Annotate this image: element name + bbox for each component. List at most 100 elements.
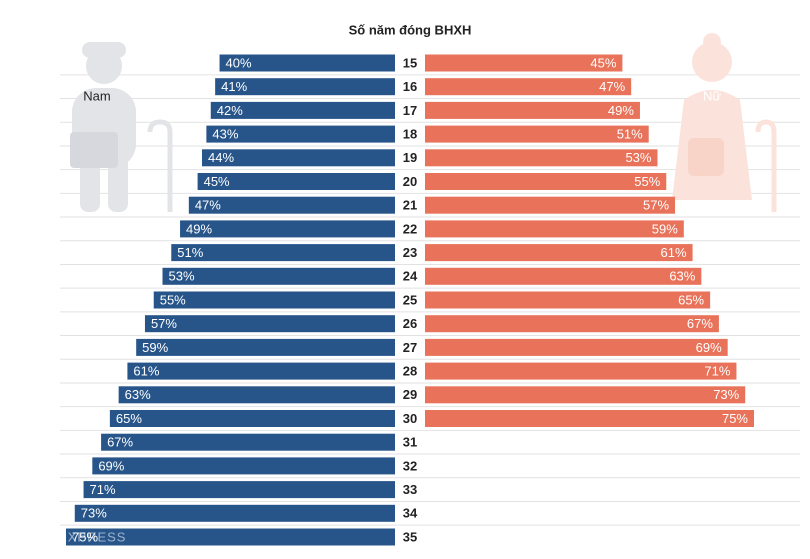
row-lines: [60, 74, 800, 526]
bar: [425, 386, 746, 404]
value-label: 53%: [625, 150, 651, 165]
legend-female: Nữ: [703, 88, 721, 103]
value-label: 59%: [142, 340, 168, 355]
bar: [425, 125, 649, 143]
value-label: 55%: [160, 292, 186, 307]
value-label: 44%: [208, 150, 234, 165]
female-icon: [672, 33, 777, 212]
value-label: 63%: [125, 387, 151, 402]
category-label: 31: [403, 435, 417, 450]
value-label: 45%: [590, 55, 616, 70]
bar: [425, 196, 676, 214]
bar: [425, 244, 693, 262]
bar: [162, 267, 395, 285]
legend-male: Nam: [83, 88, 110, 103]
category-label: 27: [403, 340, 417, 355]
category-label: 33: [403, 482, 417, 497]
bar: [136, 338, 396, 356]
value-label: 61%: [661, 245, 687, 260]
bar: [109, 410, 395, 427]
value-label: 40%: [226, 55, 252, 70]
category-label: 34: [403, 506, 418, 521]
value-label: 57%: [151, 316, 177, 331]
bar: [425, 101, 640, 119]
bar: [425, 54, 623, 72]
category-label: 21: [403, 198, 417, 213]
value-label: 61%: [133, 364, 159, 379]
value-label: 49%: [608, 103, 634, 118]
bar: [206, 125, 395, 143]
value-label: 59%: [652, 221, 678, 236]
value-label: 42%: [217, 103, 243, 118]
bar: [180, 220, 395, 238]
bar: [188, 196, 395, 214]
value-label: 63%: [669, 269, 695, 284]
category-label: 25: [403, 292, 417, 307]
bar: [425, 267, 702, 285]
value-label: 47%: [599, 79, 625, 94]
value-label: 67%: [687, 316, 713, 331]
value-label: 47%: [195, 198, 221, 213]
bar: [101, 433, 396, 451]
watermark: VNEXPRESS: [38, 529, 126, 544]
category-label: 16: [403, 79, 417, 94]
category-label: 23: [403, 245, 417, 260]
bar: [118, 386, 395, 404]
category-label: 19: [403, 150, 417, 165]
category-label: 24: [403, 269, 418, 284]
chart-title: Số năm đóng BHXH: [349, 22, 472, 37]
bar: [215, 78, 395, 96]
category-label: 28: [403, 364, 417, 379]
value-label: 71%: [90, 482, 116, 497]
bar: [425, 315, 719, 333]
bar: [127, 362, 395, 380]
bar: [197, 173, 395, 190]
value-label: 69%: [98, 458, 124, 473]
bar: [74, 504, 396, 522]
category-label: 35: [403, 529, 417, 544]
category-label: 15: [403, 55, 417, 70]
bar: [425, 291, 711, 309]
bar: [153, 291, 395, 309]
bar: [210, 101, 395, 119]
category-label: 26: [403, 316, 417, 331]
value-label: 51%: [617, 127, 643, 142]
bar: [201, 149, 395, 167]
bar: [425, 338, 728, 356]
value-label: 67%: [107, 435, 133, 450]
value-label: 75%: [722, 411, 748, 426]
value-label: 45%: [204, 174, 230, 189]
category-label: 29: [403, 387, 417, 402]
category-label: 30: [403, 411, 417, 426]
value-label: 65%: [678, 292, 704, 307]
bar: [425, 410, 754, 427]
value-label: 53%: [169, 269, 195, 284]
value-label: 43%: [212, 127, 238, 142]
category-label: 20: [403, 174, 417, 189]
bar: [219, 54, 395, 72]
bar: [425, 173, 667, 190]
category-label: 22: [403, 221, 417, 236]
bar: [425, 149, 658, 167]
bar: [83, 481, 396, 499]
category-label: 18: [403, 127, 417, 142]
value-label: 69%: [696, 340, 722, 355]
bar: [425, 220, 684, 238]
bar: [425, 362, 737, 380]
bar: [66, 528, 395, 546]
value-label: 57%: [643, 198, 669, 213]
bar: [171, 244, 395, 262]
value-label: 73%: [713, 387, 739, 402]
value-label: 49%: [186, 221, 212, 236]
bar: [425, 78, 632, 96]
value-label: 65%: [116, 411, 142, 426]
value-label: 75%: [72, 529, 98, 544]
bar: [144, 315, 395, 333]
value-label: 41%: [221, 79, 247, 94]
value-label: 73%: [81, 506, 107, 521]
value-label: 51%: [177, 245, 203, 260]
category-label: 32: [403, 458, 417, 473]
value-label: 71%: [704, 364, 730, 379]
bar: [92, 457, 395, 475]
